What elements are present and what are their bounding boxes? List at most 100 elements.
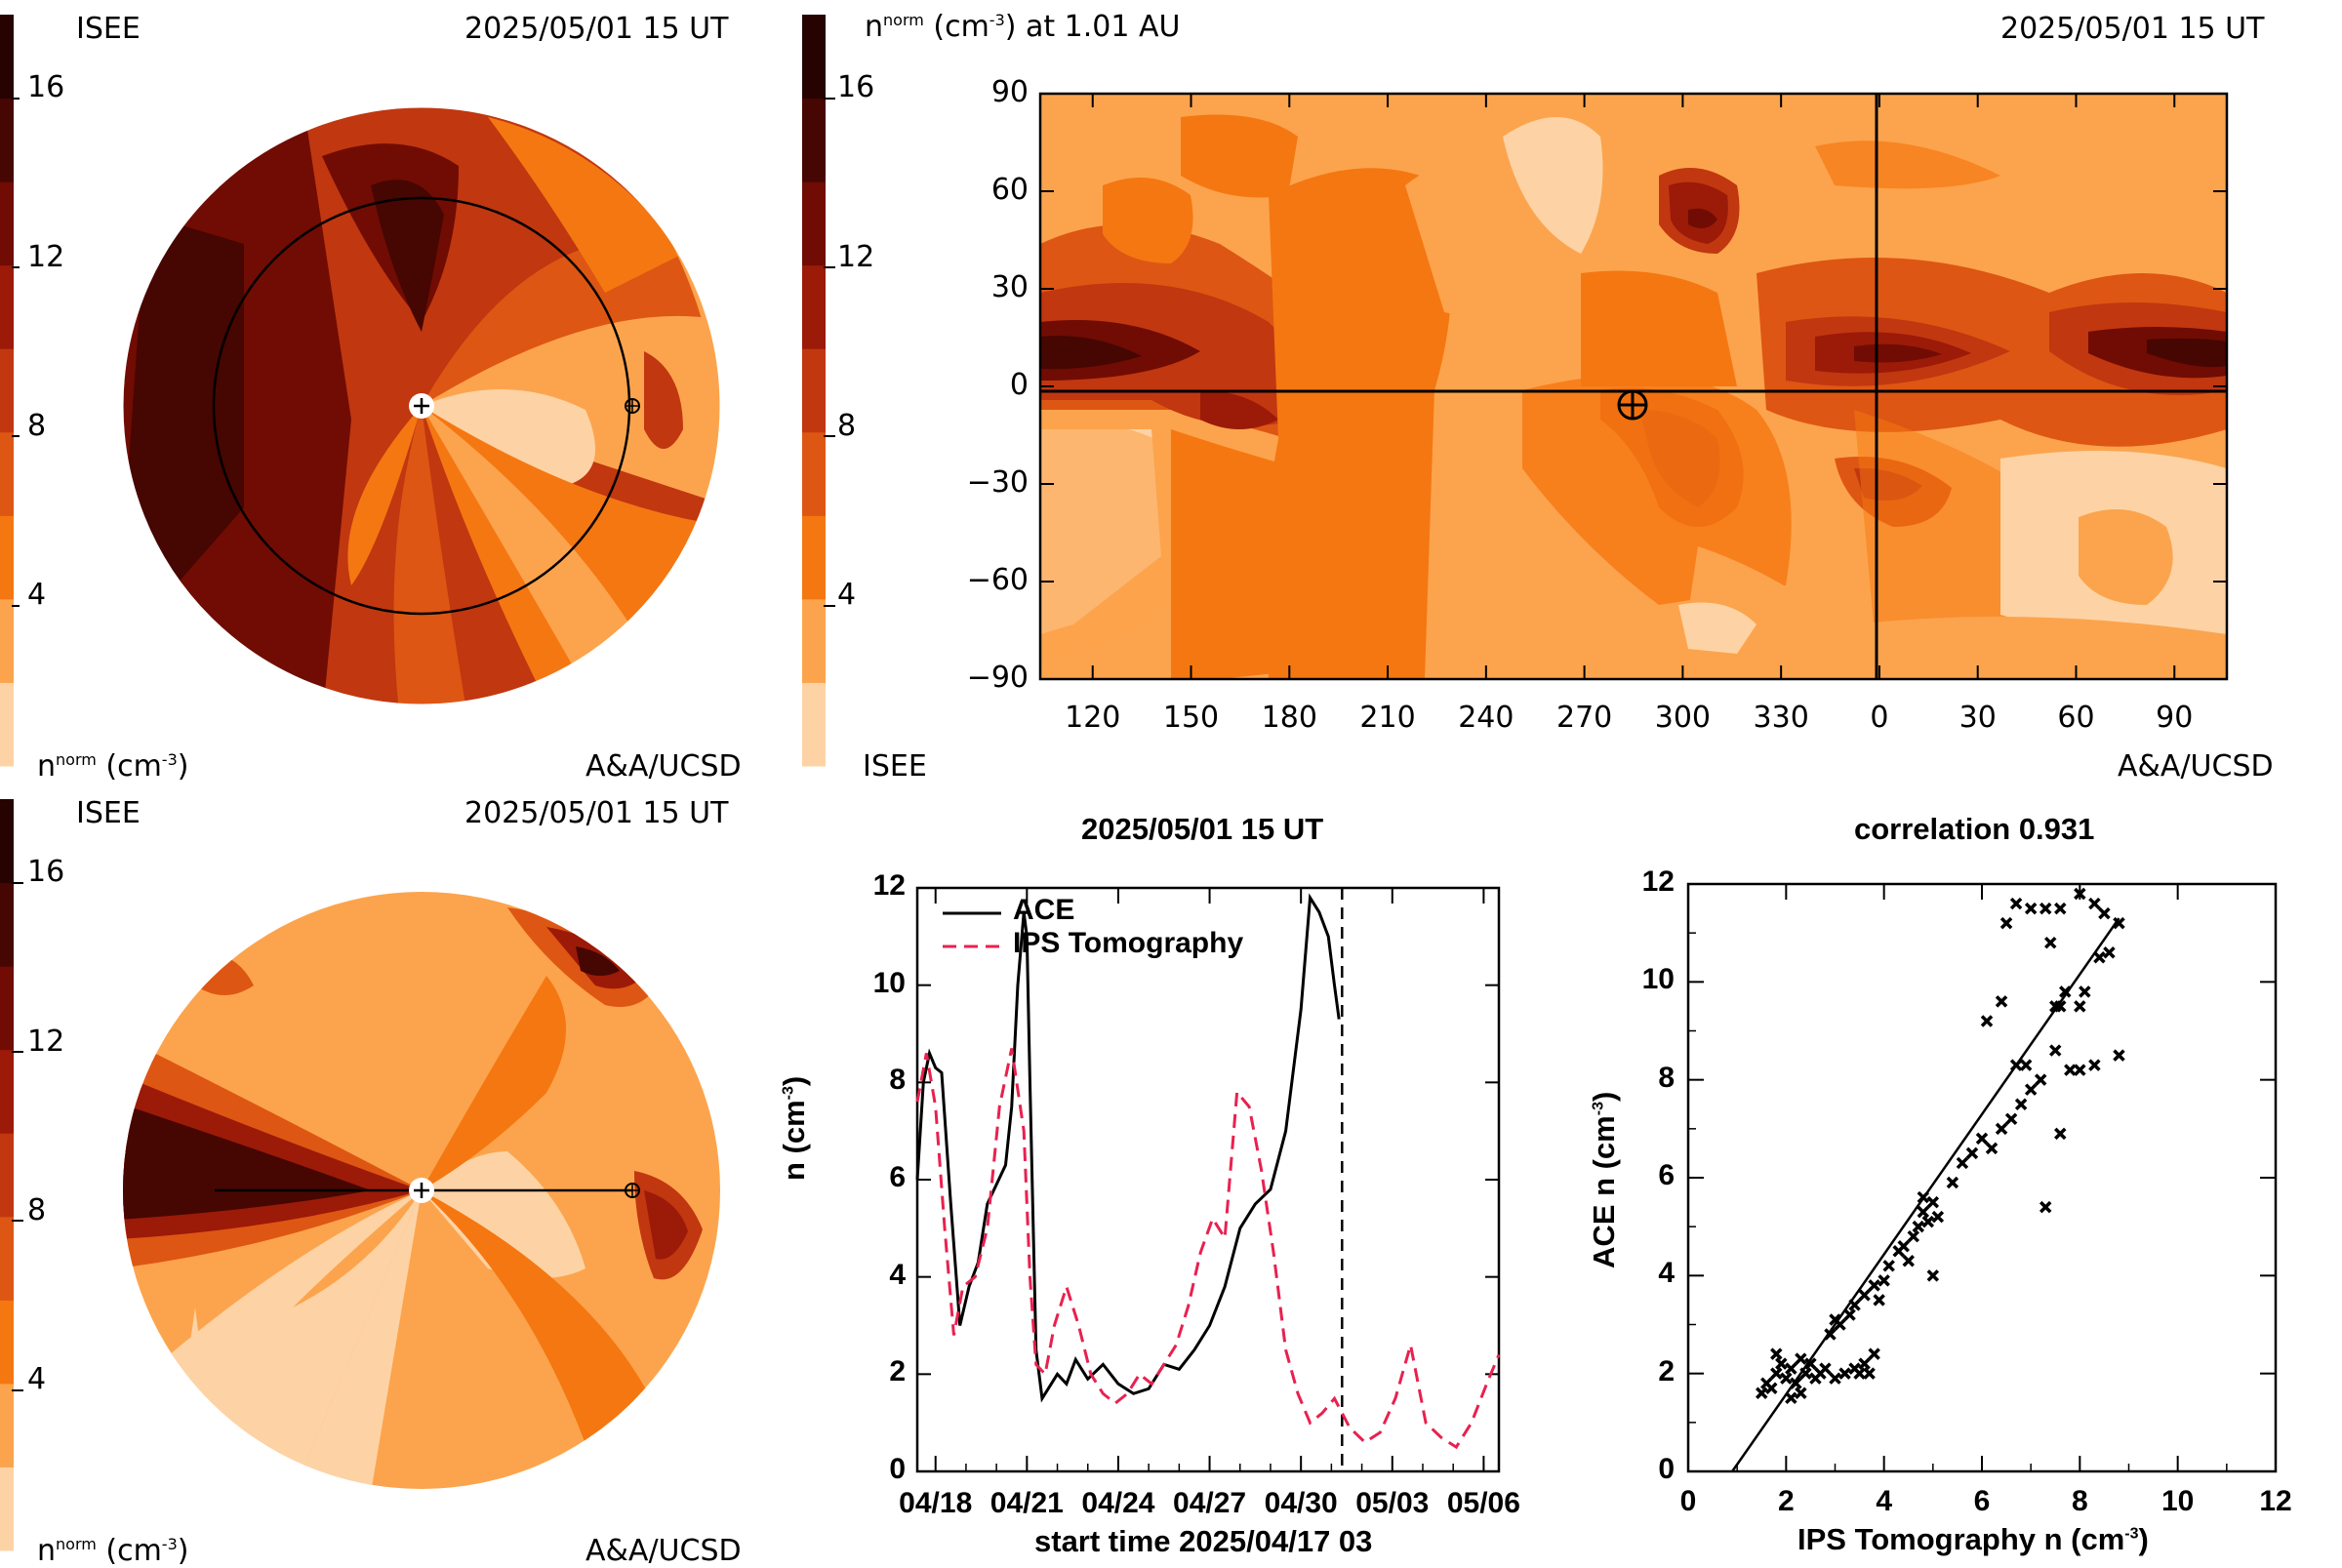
- scatter-point: [2009, 1059, 2023, 1071]
- colorbar-band: [0, 181, 14, 266]
- scatter-xlabel: 2: [1777, 1485, 1795, 1517]
- colorbar3-tick-12: 12: [27, 1025, 65, 1059]
- tr-xlabel: 210: [1359, 701, 1416, 735]
- scatter-point: [1848, 1299, 1861, 1311]
- colorbar-top-right: [802, 15, 835, 767]
- colorbar-band: [0, 799, 14, 884]
- tr-ylabel: −90: [966, 661, 1029, 695]
- scatter-point: [2009, 897, 2023, 910]
- colorbar-band: [0, 431, 14, 516]
- tr-xlabel: 330: [1753, 701, 1809, 735]
- colorbar-band: [802, 98, 826, 182]
- tr-label-isee: ISEE: [863, 749, 927, 784]
- scatter-point: [2043, 936, 2057, 949]
- scatter-point: [1931, 1210, 1945, 1224]
- scatter-point: [1985, 1142, 1999, 1155]
- line-chart-title: 2025/05/01 15 UT: [1081, 812, 1324, 846]
- colorbar-band: [0, 515, 14, 600]
- scatter-point: [1965, 1146, 1979, 1160]
- legend-label: IPS Tomography: [1013, 927, 1244, 959]
- scatter-point: [1882, 1260, 1895, 1272]
- scatter-point: [2019, 1059, 2033, 1071]
- scatter-point: [1917, 1190, 1930, 1204]
- tr-xlabel: 0: [1870, 701, 1889, 735]
- line-ylabel: 8: [889, 1064, 906, 1097]
- tr-ylabel: −30: [966, 465, 1029, 500]
- scatter-point: [2103, 945, 2116, 959]
- colorbar-band: [0, 264, 14, 349]
- scatter-point: [1795, 1352, 1807, 1365]
- scatter-frame: [1686, 882, 2278, 1473]
- scatter-point: [2059, 985, 2072, 998]
- scatter-xlabel: 0: [1679, 1485, 1697, 1517]
- scatter-point: [2079, 985, 2091, 998]
- scatter-point: [1853, 1367, 1866, 1380]
- scatter-ylabel: 2: [1658, 1354, 1675, 1387]
- scatter-point: [2093, 951, 2106, 964]
- scatter-point: [1926, 1195, 1940, 1209]
- scatter-point: [1863, 1367, 1876, 1380]
- scatter-point: [1790, 1377, 1802, 1389]
- scatter-title: correlation 0.931: [1854, 812, 2095, 846]
- colorbar-band: [0, 1133, 14, 1218]
- colorbar2-tick-4: 4: [837, 578, 857, 612]
- scatter-point: [2039, 1200, 2052, 1214]
- colorbar3-tick-16: 16: [27, 855, 65, 889]
- colorbar-tick-8: 8: [27, 409, 47, 443]
- scatter-point: [2088, 1059, 2101, 1071]
- line-ylabel: 2: [889, 1355, 906, 1388]
- colorbar-band: [802, 15, 826, 100]
- scatter-point: [1780, 1372, 1793, 1385]
- scatter-point: [1765, 1382, 1778, 1394]
- line-xlabel: 04/27: [1173, 1487, 1247, 1519]
- scatter-point: [1917, 1205, 1930, 1219]
- tr-title: nnorm (cm-3) at 1.01 AU: [865, 10, 1181, 44]
- tl-label-isee: ISEE: [76, 12, 141, 46]
- line-xlabel: 04/30: [1264, 1487, 1338, 1519]
- scatter-xlabel: 10: [2160, 1485, 2195, 1517]
- scatter-ylabel: 12: [1641, 865, 1675, 898]
- scatter-point: [2064, 1064, 2077, 1076]
- scatter-point: [2004, 1112, 2018, 1126]
- line-xlabel: 04/21: [989, 1487, 1064, 1519]
- scatter-ylabel: 10: [1641, 963, 1675, 996]
- line-series-ips: [915, 1048, 1501, 1450]
- line-xlabel: 04/18: [899, 1487, 973, 1519]
- line-xlabel: 05/06: [1446, 1487, 1520, 1519]
- scatter-point: [2074, 1000, 2086, 1013]
- colorbar-band: [0, 1049, 14, 1134]
- scatter-point: [1775, 1357, 1788, 1370]
- tl-credit: A&A/UCSD: [586, 749, 742, 784]
- colorbar-band: [802, 515, 826, 600]
- scatter-point: [1770, 1367, 1783, 1380]
- tr-xlabel: 150: [1162, 701, 1220, 735]
- line-ylabel: 4: [889, 1258, 906, 1291]
- scatter-point: [1785, 1362, 1797, 1375]
- tr-xlabel: 300: [1654, 701, 1712, 735]
- scatter-point: [1902, 1255, 1915, 1267]
- scatter-point: [2054, 902, 2067, 915]
- scatter-point: [2098, 906, 2111, 920]
- scatter-point: [1785, 1391, 1797, 1404]
- scatter-point: [1858, 1357, 1871, 1370]
- colorbar-band: [0, 1216, 14, 1301]
- colorbar-tick-4: 4: [27, 578, 47, 612]
- colorbar2-tick-8: 8: [837, 409, 857, 443]
- scatter-point: [1834, 1318, 1846, 1331]
- colorbar2-tick-12: 12: [837, 240, 875, 274]
- tr-credit: A&A/UCSD: [2118, 749, 2274, 784]
- scatter-point: [2074, 887, 2086, 901]
- scatter-point: [1995, 1122, 2008, 1136]
- tl-unit-label: nnorm (cm-3): [37, 749, 189, 784]
- scatter-xlabel: 12: [2259, 1485, 2292, 1517]
- scatter-point: [1824, 1328, 1837, 1341]
- scatter-point: [1946, 1176, 1959, 1189]
- scatter-point: [2024, 902, 2038, 915]
- tr-xlabel: 180: [1261, 701, 1317, 735]
- scatter-point: [1858, 1289, 1871, 1302]
